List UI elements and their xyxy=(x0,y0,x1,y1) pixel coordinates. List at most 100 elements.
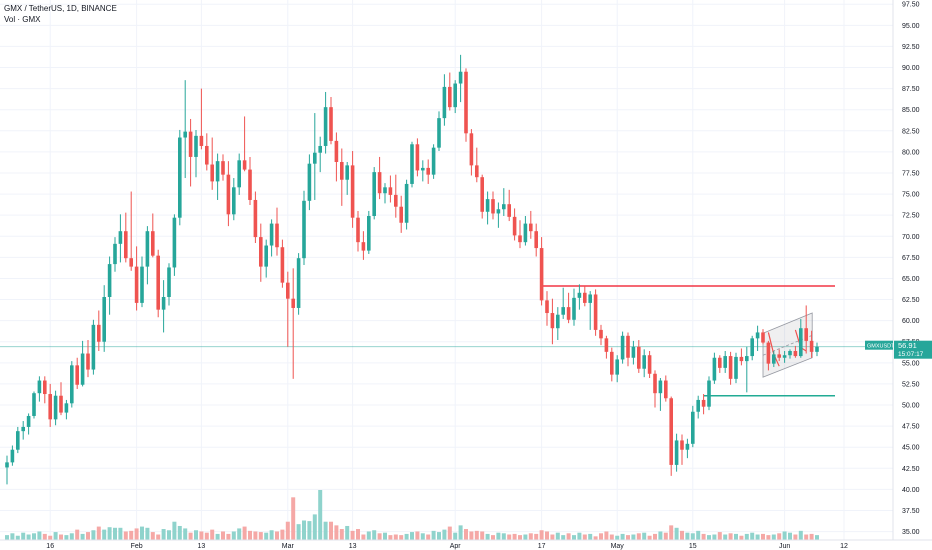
time-axis[interactable]: 16Feb13Mar13Apr17May15Jun12Jul17Aug xyxy=(0,539,932,550)
price-tick-label: 60.00 xyxy=(902,318,920,325)
volume-bar xyxy=(113,527,117,540)
price-tag-countdown: 15:07:17 xyxy=(898,351,924,358)
volume-bar xyxy=(734,533,738,540)
candle-body xyxy=(80,353,85,385)
time-tick-label: May xyxy=(611,543,625,550)
candle-body xyxy=(496,209,501,214)
volume-bar xyxy=(631,534,636,540)
volume-bar xyxy=(626,535,630,540)
candles[interactable] xyxy=(5,54,819,485)
volume-bar xyxy=(539,530,544,540)
time-tick-label: Mar xyxy=(282,543,295,550)
horizontal-levels[interactable] xyxy=(0,285,893,397)
volume-bar xyxy=(237,528,242,540)
candle-body xyxy=(437,118,441,148)
price-tick-label: 52.50 xyxy=(902,381,920,388)
candle-body xyxy=(107,264,112,297)
candle-body xyxy=(539,248,544,301)
candle-body xyxy=(674,440,679,465)
candle-body xyxy=(815,346,819,352)
candle-body xyxy=(167,267,171,297)
volume-bar xyxy=(555,532,560,540)
candle-body xyxy=(696,399,700,412)
candle-body xyxy=(350,165,355,218)
candle-body xyxy=(772,354,776,364)
volume-bar xyxy=(96,526,101,540)
volume-bar xyxy=(10,533,15,540)
volume-bar xyxy=(771,534,776,540)
candle-body xyxy=(367,216,371,251)
candle-body xyxy=(151,231,155,256)
price-channel[interactable] xyxy=(762,312,813,378)
candle-body xyxy=(372,172,376,216)
candle-body xyxy=(431,147,436,175)
candle-body xyxy=(194,135,198,157)
candle-body xyxy=(75,365,79,385)
candle-body xyxy=(685,443,690,450)
candle-body xyxy=(485,199,490,212)
candle-body xyxy=(345,165,349,180)
volume-bar xyxy=(480,531,485,540)
volume-bar xyxy=(728,533,733,540)
candle-body xyxy=(534,231,538,249)
volume-bar xyxy=(118,527,123,540)
volume-bar xyxy=(604,531,609,540)
volume-bar xyxy=(215,533,220,540)
volume-bar xyxy=(199,531,204,540)
candle-body xyxy=(26,415,31,427)
volume-bar xyxy=(91,530,96,540)
candle-body xyxy=(631,346,636,358)
candle-body xyxy=(183,131,187,138)
volume-bar xyxy=(53,532,58,540)
volume-bar xyxy=(312,514,317,540)
candle-body xyxy=(561,307,565,315)
candle-body xyxy=(356,217,360,243)
symbol-tag-text: GMXUSDT xyxy=(867,344,895,350)
candle-body xyxy=(545,300,549,314)
volume-bar xyxy=(204,532,209,540)
chart-legend: GMX / TetherUS, 1D, BINANCE Vol · GMX xyxy=(4,3,117,25)
volume-bar xyxy=(264,532,269,540)
volume-bar xyxy=(636,533,641,540)
candle-body xyxy=(788,351,792,356)
volume-bar xyxy=(464,529,468,540)
volume-bar xyxy=(739,535,744,540)
volume-bar xyxy=(593,536,598,540)
price-tick-label: 50.00 xyxy=(902,403,920,410)
candle-body xyxy=(755,332,760,339)
volume-bar xyxy=(410,532,414,540)
candle-body xyxy=(302,200,306,259)
volume-bar xyxy=(226,533,231,540)
candle-body xyxy=(723,356,727,368)
volume-bar xyxy=(431,530,436,540)
volume-bar xyxy=(140,526,144,540)
volume-bar xyxy=(388,535,393,540)
volume-bar xyxy=(107,527,112,540)
volume-bar xyxy=(86,532,90,540)
volume-bar xyxy=(534,533,539,540)
price-axis[interactable]: 35.00 37.50 40.00 42.50 45.00 47.50 50.00 52.50… xyxy=(892,0,932,550)
candle-body xyxy=(102,297,106,342)
volume-bar xyxy=(258,532,263,540)
volume-bar xyxy=(717,532,722,540)
volume-bar xyxy=(750,532,755,540)
time-tick-label: 13 xyxy=(198,543,206,550)
volume-bar xyxy=(318,490,323,540)
volume-bar xyxy=(296,524,301,540)
candle-body xyxy=(642,355,646,369)
candle-body xyxy=(269,223,274,246)
volume-bar xyxy=(269,530,274,540)
price-tick-label: 75.00 xyxy=(902,192,920,199)
candle-body xyxy=(583,292,587,303)
candle-body xyxy=(334,140,339,162)
candle-body xyxy=(161,297,166,310)
volume-bar xyxy=(442,529,447,540)
volume-bar xyxy=(485,533,490,540)
price-tick-label: 37.50 xyxy=(902,508,920,515)
candle-body xyxy=(491,199,495,214)
candle-body xyxy=(664,380,668,399)
candle-body xyxy=(124,231,128,259)
